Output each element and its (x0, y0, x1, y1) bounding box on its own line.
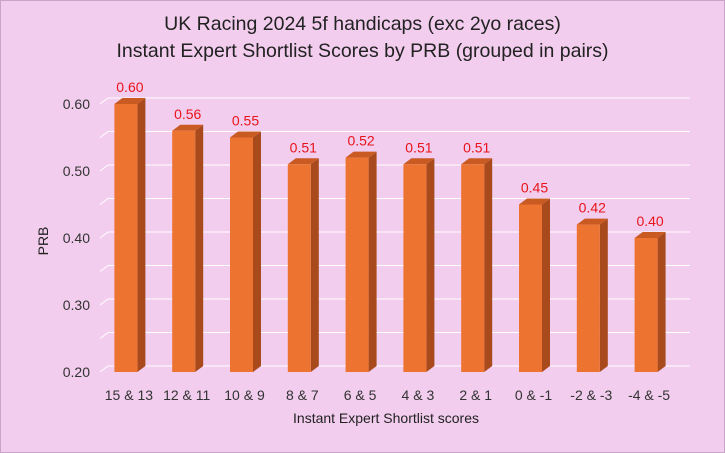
data-label: 0.60 (116, 79, 143, 95)
x-tick-label: 12 & 11 (163, 387, 210, 403)
bar-front (576, 224, 600, 372)
data-label: 0.51 (405, 139, 432, 155)
bar (172, 124, 204, 372)
bar-side (310, 158, 319, 372)
x-tick-label: 0 & -1 (515, 387, 553, 403)
bar-top (287, 158, 319, 165)
gridline-diag (99, 265, 109, 272)
bar (634, 232, 666, 372)
bar-side (599, 218, 608, 372)
data-label: 0.42 (579, 200, 606, 216)
bar-side (426, 158, 435, 372)
bar-top (114, 98, 146, 104)
gridline-diag (99, 332, 109, 339)
bar-front (345, 157, 369, 372)
x-tick-label: 8 & 7 (286, 387, 319, 403)
x-tick-label: 4 & 3 (402, 387, 435, 403)
bar-front (287, 164, 311, 372)
bar (114, 98, 146, 372)
data-label: 0.55 (232, 113, 259, 129)
bars (114, 98, 666, 372)
x-tick-label: -2 & -3 (570, 387, 612, 403)
x-tick-label: 2 & 1 (459, 387, 492, 403)
gridline-diag (99, 198, 109, 205)
bar (403, 158, 435, 372)
bar-side (484, 158, 493, 372)
x-tick-label: -4 & -5 (628, 387, 670, 403)
x-axis-tick-labels: 15 & 13 12 & 11 10 & 9 8 & 7 6 & 5 4 & 3 2 & 1… (105, 387, 671, 403)
bar (519, 198, 550, 372)
bar-top (519, 198, 550, 205)
data-labels: 0.60 0.56 0.55 0.51 0.52 0.51 0.51 0.45 0.42 0.40 (116, 79, 664, 229)
x-tick-label: 6 & 5 (344, 387, 377, 403)
bar-side (368, 151, 377, 372)
chart-title: UK Racing 2024 5f handicaps (exc 2yo rac… (164, 13, 561, 35)
bar-top (230, 131, 261, 138)
gridline-diag (99, 131, 109, 138)
bar-front (114, 104, 138, 372)
x-axis-title: Instant Expert Shortlist scores (293, 410, 479, 426)
bar-top (345, 151, 377, 158)
bar-side (657, 232, 666, 372)
y-tick-label: 0.50 (63, 163, 90, 179)
bar (345, 151, 377, 372)
bar-front (403, 164, 427, 372)
data-label: 0.51 (463, 139, 490, 155)
x-tick-label: 15 & 13 (105, 387, 153, 403)
bar-top (403, 158, 435, 165)
bar-side (195, 124, 204, 372)
bar-front (634, 238, 658, 372)
gridline-diag (99, 164, 109, 172)
data-label: 0.51 (290, 139, 317, 155)
data-label: 0.52 (347, 133, 374, 149)
bar-top (461, 158, 493, 165)
y-axis-tick-labels: 0.20 0.30 0.40 0.50 0.60 (63, 96, 90, 380)
data-label: 0.45 (521, 180, 548, 196)
bar-front (461, 164, 485, 372)
bar-front (172, 130, 196, 372)
data-label: 0.40 (636, 213, 663, 229)
bar-front (230, 137, 253, 372)
bar-top (576, 218, 608, 225)
y-tick-label: 0.40 (63, 230, 90, 246)
gridline-diag (99, 97, 109, 105)
gridline-diag (99, 231, 109, 239)
gridline-diag (99, 365, 109, 373)
x-tick-label: 10 & 9 (224, 387, 265, 403)
y-axis-title: PRB (35, 227, 51, 256)
bar-front (519, 204, 542, 372)
bar-side (137, 98, 146, 372)
gridline-diag (99, 298, 109, 306)
y-tick-label: 0.60 (63, 96, 90, 112)
data-label: 0.56 (174, 106, 201, 122)
bar-top (172, 124, 204, 131)
chart-subtitle: Instant Expert Shortlist Scores by PRB (… (116, 40, 609, 62)
bar (230, 131, 261, 372)
y-tick-label: 0.20 (63, 364, 90, 380)
bar (461, 158, 493, 372)
bar (576, 218, 608, 372)
bar-side (542, 198, 550, 372)
bar (287, 158, 319, 372)
bar-top (634, 232, 666, 238)
y-tick-label: 0.30 (63, 297, 90, 313)
bar-side (253, 131, 261, 372)
